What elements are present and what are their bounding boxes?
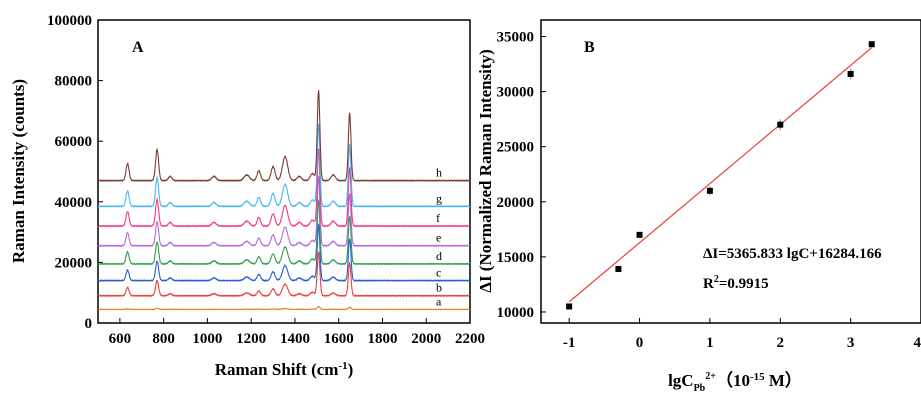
- x-tick-label-a: 2000: [411, 331, 441, 347]
- data-point: [615, 266, 622, 273]
- fit-equation: ΔI=5365.833 lgC+16284.166: [703, 246, 882, 262]
- curve-label-b: b: [436, 281, 442, 295]
- fit-line: [568, 47, 873, 303]
- plot-frame-b: [540, 19, 921, 324]
- spectrum-f: [97, 148, 471, 228]
- x-tick-label-b: -1: [563, 335, 576, 351]
- data-point: [847, 70, 854, 77]
- x-tick-label-a: 1400: [280, 331, 310, 347]
- curve-label-c: c: [436, 266, 441, 280]
- x-tick-label-b: 4: [914, 335, 921, 351]
- y-axis-title-a: Raman Intensity (counts): [9, 79, 28, 263]
- y-tick-label-b: 30000: [497, 85, 535, 101]
- curve-label-g: g: [436, 191, 442, 205]
- x-tick-label-a: 800: [152, 331, 175, 347]
- x-tick-label-a: 600: [109, 331, 132, 347]
- x-tick-label-b: 1: [706, 335, 714, 351]
- y-tick-label-a: 80000: [55, 74, 93, 90]
- data-point: [706, 187, 713, 194]
- panel-label-b: B: [584, 39, 595, 56]
- y-tick-label-a: 20000: [55, 255, 93, 271]
- y-tick-label-b: 25000: [497, 140, 535, 156]
- axis-ticks-a: 600 800 1000 1200 1400 1600 1800 2000 2200 0 20000…: [47, 13, 485, 347]
- spectrum-g: [97, 123, 471, 208]
- x-tick-label-b: 0: [636, 335, 644, 351]
- spectrum-c: [97, 223, 471, 282]
- linear-fit: [568, 47, 873, 303]
- y-tick-label-b: 15000: [497, 250, 535, 266]
- spectrum-e: [97, 176, 471, 248]
- x-axis-title-b: lgCPb2+（10-15 M）: [668, 370, 802, 394]
- panel-label-a: A: [132, 39, 144, 56]
- x-tick-label-b: 2: [777, 335, 785, 351]
- spectrum-a: [97, 305, 471, 311]
- x-tick-label-a: 1000: [192, 331, 222, 347]
- curve-label-d: d: [436, 249, 442, 263]
- data-point: [566, 303, 573, 310]
- x-tick-label-b: 3: [847, 335, 855, 351]
- x-tick-label-a: 2200: [455, 331, 485, 347]
- data-point: [868, 41, 875, 48]
- curve-label-f: f: [436, 211, 440, 225]
- y-tick-label-b: 20000: [497, 195, 535, 211]
- data-points: [566, 41, 875, 310]
- x-tick-label-a: 1200: [236, 331, 266, 347]
- data-point: [777, 121, 784, 128]
- y-tick-label-a: 100000: [47, 13, 92, 29]
- curve-label-h: h: [436, 166, 442, 180]
- y-tick-label-a: 60000: [55, 134, 93, 150]
- x-tick-label-a: 1600: [324, 331, 354, 347]
- y-axis-title-b: ΔI (Normalized Raman Intensity): [476, 49, 495, 292]
- y-tick-label-b: 35000: [497, 30, 535, 46]
- curve-label-e: e: [436, 231, 441, 245]
- x-axis-title-a: Raman Shift (cm-1): [215, 360, 354, 379]
- curve-label-a: a: [436, 294, 442, 308]
- x-tick-label-a: 1800: [367, 331, 397, 347]
- axis-ticks-b: -1 0 1 2 3 4 10000 15000 20000 25000 30000 35000: [497, 30, 921, 351]
- plot-frame-a: [97, 19, 471, 324]
- spectrum-b: [97, 251, 471, 298]
- y-tick-label-a: 40000: [55, 195, 93, 211]
- spectrum-h: [97, 89, 471, 183]
- y-tick-label-a: 0: [85, 316, 93, 332]
- spectrum-d: [97, 199, 471, 266]
- r-squared: R2=0.9915: [703, 274, 769, 292]
- y-tick-label-b: 10000: [497, 305, 535, 321]
- data-point: [636, 231, 643, 238]
